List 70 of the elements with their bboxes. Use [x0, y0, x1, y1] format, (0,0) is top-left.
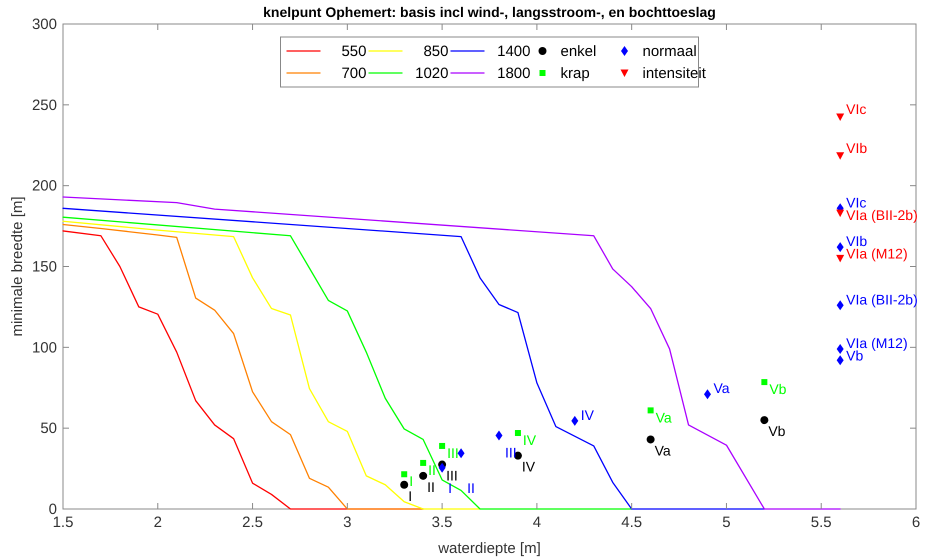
x-tick-label: 3.5 [432, 514, 453, 531]
point [836, 113, 844, 121]
point [836, 355, 844, 366]
data-label: Vb [768, 423, 786, 440]
point [836, 344, 844, 354]
legend-label: normaal [642, 43, 697, 60]
data-label: Va [654, 442, 671, 458]
data-label: III [447, 444, 459, 461]
data-label: VIb [846, 140, 868, 156]
legend-label: 1800 [497, 65, 530, 82]
point [400, 480, 408, 489]
y-tick-label: 100 [32, 339, 57, 356]
y-tick-label: 150 [32, 258, 57, 276]
data-label: IV [522, 458, 536, 475]
point [458, 448, 465, 458]
data-label: II [428, 462, 436, 478]
point [420, 460, 426, 466]
legend-label: 1400 [497, 43, 530, 60]
data-label: III [504, 444, 517, 461]
x-axis-title: waterdiepte [m] [437, 540, 541, 557]
point [439, 442, 446, 449]
x-tick-label: 4.5 [621, 514, 642, 531]
point [401, 471, 408, 478]
point [836, 210, 844, 218]
y-tick-label: 300 [32, 16, 57, 33]
point [438, 462, 446, 473]
x-tick-label: 3 [343, 514, 352, 531]
x-tick-label: 4 [532, 514, 542, 531]
point [648, 407, 654, 414]
data-label: Vb [769, 381, 787, 398]
point [836, 242, 844, 252]
data-label: I [408, 488, 412, 504]
data-label: IV [522, 432, 537, 448]
point [836, 300, 844, 310]
legend-label: intensiteit [642, 65, 707, 82]
data-label: VIa (BII-2b) [846, 291, 918, 308]
point [760, 416, 768, 424]
data-label: IV [580, 406, 595, 423]
data-label: Va [656, 409, 672, 426]
point [495, 430, 502, 440]
point [836, 254, 844, 262]
data-label: I [409, 473, 414, 490]
line-series [62, 216, 632, 510]
x-tick-label: 6 [912, 514, 920, 531]
legend-label: 700 [341, 65, 366, 82]
x-tick-label: 5.5 [810, 514, 832, 531]
point [761, 379, 768, 386]
point [836, 152, 844, 160]
data-label: VIc [846, 100, 866, 117]
legend-label: enkel [560, 43, 596, 60]
point [571, 416, 578, 426]
legend-label: 550 [341, 43, 366, 60]
y-tick-label: 250 [32, 96, 57, 114]
y-tick-label: 50 [40, 420, 57, 438]
x-tick-label: 5 [722, 514, 731, 531]
data-label: Va [713, 380, 730, 396]
legend-label: krap [560, 65, 590, 82]
point [646, 435, 655, 444]
point [419, 472, 428, 480]
x-tick-label: 2 [154, 514, 162, 531]
legend-label: 850 [423, 43, 448, 60]
chart-title: knelpunt Ophemert: basis incl wind-, langsstroom-, en bochttoeslag [263, 4, 716, 20]
data-label: II [467, 480, 475, 496]
data-label: II [427, 478, 435, 495]
point [514, 430, 521, 436]
y-tick-label: 200 [32, 178, 57, 195]
y-axis-title: minimale breedte [m] [9, 196, 26, 337]
legend-label: 1020 [415, 65, 448, 82]
point [704, 389, 711, 400]
x-tick-label: 2.5 [242, 514, 263, 531]
